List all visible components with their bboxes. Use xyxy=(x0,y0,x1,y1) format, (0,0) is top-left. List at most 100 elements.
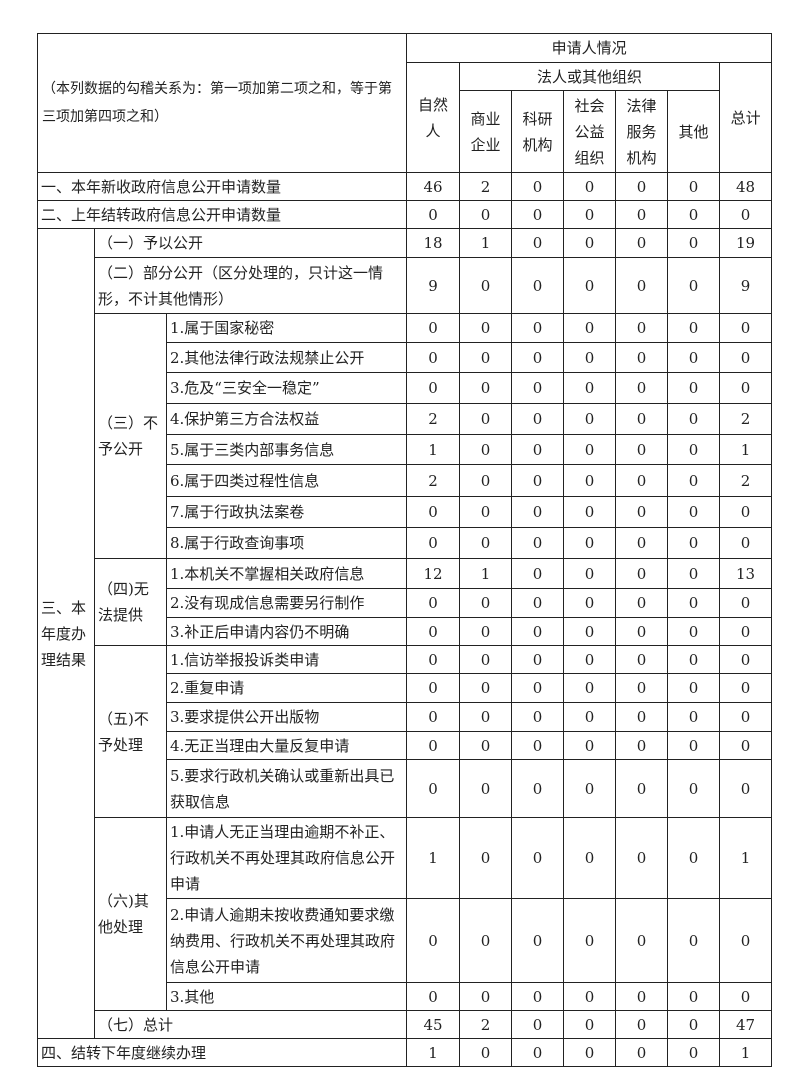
row-label: 1.信访举报投诉类申请 xyxy=(165,645,408,674)
applicant-header: 申请人情况 xyxy=(406,33,773,63)
value-cell: 0 xyxy=(563,257,617,314)
value-cell: 0 xyxy=(563,228,617,258)
group-label: （六)其他处理 xyxy=(94,817,167,1011)
legal-org-header: 法人或其他组织 xyxy=(459,62,721,91)
value-cell: 0 xyxy=(667,434,721,465)
value-cell: 0 xyxy=(615,257,669,314)
value-cell: 0 xyxy=(459,342,513,373)
value-cell: 0 xyxy=(667,172,721,201)
row-label: 四、结转下年度继续办理 xyxy=(36,1038,408,1067)
value-cell: 0 xyxy=(511,702,565,732)
value-cell: 0 xyxy=(667,403,721,435)
research-institution-header: 科研机构 xyxy=(511,90,565,173)
table-row: （五)不予处理 1.信访举报投诉类申请 0 0 0 0 0 0 0 xyxy=(38,645,773,818)
value-cell: 0 xyxy=(615,588,669,618)
commercial-enterprise-header: 商业企业 xyxy=(459,90,513,173)
value-cell: 0 xyxy=(511,817,565,899)
value-cell: 48 xyxy=(719,172,773,201)
value-cell: 0 xyxy=(667,342,721,373)
value-cell: 0 xyxy=(459,731,513,760)
value-cell: 0 xyxy=(511,645,565,674)
value-cell: 0 xyxy=(667,1038,721,1067)
corner-note: （本列数据的勾稽关系为：第一项加第二项之和，等于第三项加第四项之和） xyxy=(36,33,408,173)
value-cell: 0 xyxy=(459,464,513,497)
value-cell: 0 xyxy=(563,342,617,373)
row-label: 4.无正当理由大量反复申请 xyxy=(165,731,408,760)
value-cell: 0 xyxy=(615,464,669,497)
value-cell: 0 xyxy=(563,434,617,465)
value-cell: 0 xyxy=(459,617,513,646)
table-row: 2.重复申请 0 0 0 0 0 0 0 xyxy=(38,673,773,703)
value-cell: 9 xyxy=(719,257,773,314)
value-cell: 0 xyxy=(406,731,461,760)
value-cell: 0 xyxy=(719,588,773,618)
value-cell: 2 xyxy=(459,172,513,201)
value-cell: 13 xyxy=(719,558,773,589)
value-cell: 0 xyxy=(511,342,565,373)
value-cell: 0 xyxy=(459,702,513,732)
group-label: （四)无法提供 xyxy=(94,558,167,646)
value-cell: 0 xyxy=(719,496,773,528)
header-row-3: 商业企业 科研机构 社会公益组织 法律服务机构 其他 xyxy=(38,90,772,173)
value-cell: 0 xyxy=(563,817,617,899)
value-cell: 0 xyxy=(511,496,565,528)
value-cell: 45 xyxy=(406,1010,461,1039)
value-cell: 0 xyxy=(719,702,773,732)
value-cell: 0 xyxy=(615,731,669,760)
table-row: 三、本年度办理结果 （一）予以公开 18 1 0 0 0 0 19 xyxy=(37,228,773,1039)
value-cell: 0 xyxy=(563,527,617,559)
value-cell: 0 xyxy=(615,645,669,674)
row-label: 2.重复申请 xyxy=(165,673,408,703)
value-cell: 0 xyxy=(615,898,669,983)
value-cell: 0 xyxy=(615,313,669,343)
value-cell: 0 xyxy=(406,759,461,818)
value-cell: 2 xyxy=(459,1010,513,1039)
value-cell: 0 xyxy=(667,527,721,559)
value-cell: 0 xyxy=(511,588,565,618)
value-cell: 0 xyxy=(719,342,773,373)
value-cell: 0 xyxy=(563,702,617,732)
value-cell: 0 xyxy=(563,673,617,703)
government-info-disclosure-table: （本列数据的勾稽关系为：第一项加第二项之和，等于第三项加第四项之和） 申请人情况… xyxy=(36,33,773,1067)
value-cell: 0 xyxy=(667,898,721,983)
value-cell: 0 xyxy=(563,759,617,818)
value-cell: 0 xyxy=(459,645,513,674)
value-cell: 0 xyxy=(615,527,669,559)
value-cell: 19 xyxy=(719,228,773,258)
value-cell: 0 xyxy=(459,982,513,1011)
value-cell: 0 xyxy=(615,702,669,732)
row-label: 2.申请人逾期未按收费通知要求缴纳费用、行政机关不再处理其政府信息公开申请 xyxy=(165,898,408,983)
value-cell: 0 xyxy=(511,257,565,314)
value-cell: 0 xyxy=(563,982,617,1011)
value-cell: 0 xyxy=(459,817,513,899)
value-cell: 0 xyxy=(459,434,513,465)
value-cell: 0 xyxy=(615,759,669,818)
row-label: 6.属于四类过程性信息 xyxy=(165,464,408,497)
row-label: 一、本年新收政府信息公开申请数量 xyxy=(36,172,408,201)
value-cell: 2 xyxy=(719,403,773,435)
value-cell: 18 xyxy=(406,228,461,258)
value-cell: 0 xyxy=(719,982,773,1011)
value-cell: 0 xyxy=(459,1038,513,1067)
value-cell: 0 xyxy=(667,558,721,589)
value-cell: 0 xyxy=(511,673,565,703)
row-label: 3.其他 xyxy=(165,982,408,1011)
value-cell: 0 xyxy=(511,731,565,760)
value-cell: 0 xyxy=(459,898,513,983)
table-row: 8.属于行政查询事项 0 0 0 0 0 0 0 xyxy=(38,527,773,559)
value-cell: 0 xyxy=(667,257,721,314)
value-cell: 0 xyxy=(563,464,617,497)
row-label: 7.属于行政执法案卷 xyxy=(165,496,408,528)
value-cell: 0 xyxy=(563,645,617,674)
table-row: 4.无正当理由大量反复申请 0 0 0 0 0 0 0 xyxy=(38,731,773,760)
value-cell: 0 xyxy=(615,982,669,1011)
value-cell: 0 xyxy=(511,527,565,559)
value-cell: 0 xyxy=(459,496,513,528)
value-cell: 0 xyxy=(459,257,513,314)
row-label: 5.要求行政机关确认或重新出具已获取信息 xyxy=(165,759,408,818)
value-cell: 0 xyxy=(511,898,565,983)
value-cell: 0 xyxy=(615,403,669,435)
value-cell: 0 xyxy=(406,200,461,229)
value-cell: 0 xyxy=(511,617,565,646)
table-row: 3.补正后申请内容仍不明确 0 0 0 0 0 0 0 xyxy=(38,617,773,646)
